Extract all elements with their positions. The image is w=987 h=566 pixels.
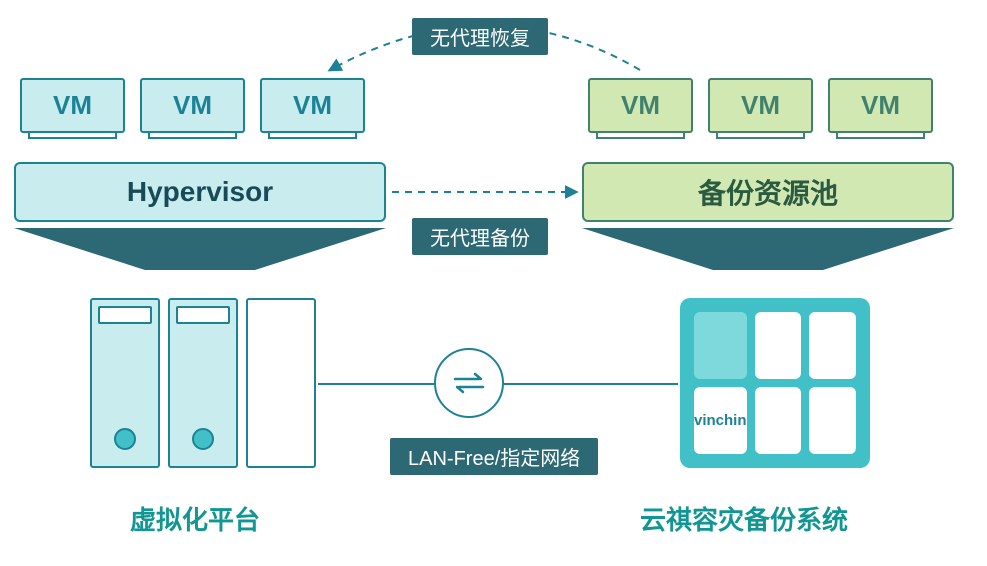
vm-label: VM: [53, 90, 92, 120]
caption-left-text: 虚拟化平台: [130, 505, 260, 535]
backup-pool-box: 备份资源池: [582, 162, 954, 222]
grid-cell: [809, 312, 856, 379]
vm-label: VM: [293, 90, 332, 120]
caption-right-text: 云祺容灾备份系统: [640, 505, 848, 535]
hypervisor-box: Hypervisor: [14, 162, 386, 222]
lan-exchange-icon: [434, 348, 504, 418]
lan-pill: LAN-Free/指定网络: [390, 438, 598, 475]
vm-label: VM: [173, 90, 212, 120]
vm-left-2: VM: [140, 78, 245, 133]
caption-left: 虚拟化平台: [130, 500, 260, 537]
funnel-left: [14, 228, 386, 270]
vm-label: VM: [861, 90, 900, 120]
grid-cell-accent: [694, 312, 747, 379]
restore-pill-text: 无代理恢复: [430, 28, 530, 50]
backup-pool-label: 备份资源池: [698, 172, 838, 212]
backup-pill-text: 无代理备份: [430, 228, 530, 250]
exchange-arrows-icon: [451, 369, 487, 397]
caption-right: 云祺容灾备份系统: [640, 500, 848, 537]
restore-pill: 无代理恢复: [412, 18, 548, 55]
grid-brand-cell: vinchin: [694, 387, 747, 454]
backup-grid: vinchin: [680, 298, 870, 468]
vm-left-3: VM: [260, 78, 365, 133]
vm-right-2: VM: [708, 78, 813, 133]
backup-pill: 无代理备份: [412, 218, 548, 255]
vm-label: VM: [741, 90, 780, 120]
funnel-right: [582, 228, 954, 270]
vm-left-1: VM: [20, 78, 125, 133]
vm-right-3: VM: [828, 78, 933, 133]
lan-pill-text: LAN-Free/指定网络: [408, 448, 580, 470]
server-stack: [90, 298, 315, 468]
vm-label: VM: [621, 90, 660, 120]
vm-right-1: VM: [588, 78, 693, 133]
grid-cell: [755, 312, 802, 379]
brand-label: vinchin: [694, 412, 747, 429]
hypervisor-label: Hypervisor: [127, 176, 273, 208]
grid-cell: [755, 387, 802, 454]
server-blank: [246, 298, 316, 468]
server-drive-1: [90, 298, 160, 468]
grid-cell: [809, 387, 856, 454]
server-drive-2: [168, 298, 238, 468]
diagram-root: { "colors": { "teal_border": "#1d8296", …: [0, 0, 987, 566]
